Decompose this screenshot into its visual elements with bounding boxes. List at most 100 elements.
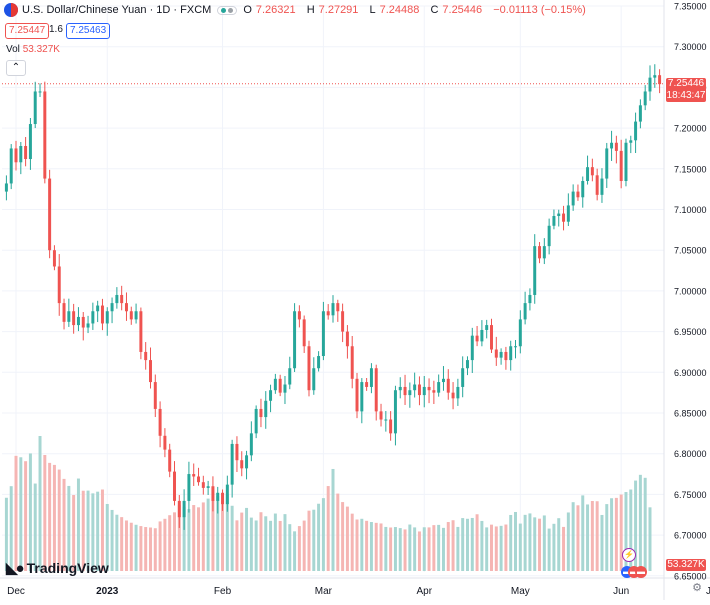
status-dots-icon[interactable]	[217, 5, 238, 15]
candle-body	[389, 419, 393, 434]
candle-body	[557, 213, 561, 217]
volume-bar	[124, 520, 128, 571]
volume-bar	[610, 498, 614, 571]
candle-body	[509, 346, 513, 361]
price-badge-value: 7.25446	[667, 78, 705, 89]
y-tick-label: 7.15000	[674, 164, 707, 174]
candle-body	[605, 148, 609, 179]
candle-body	[533, 246, 537, 295]
buy-price-button[interactable]: 7.25463	[66, 23, 111, 39]
volume-bar	[153, 528, 157, 571]
volume-bar	[490, 524, 493, 571]
symbol-title[interactable]: U.S. Dollar/Chinese Yuan · 1D · FXCM	[22, 4, 212, 16]
volume-bar	[456, 526, 460, 571]
candle-body	[9, 148, 13, 184]
candle-body	[76, 316, 80, 326]
volume-bar	[100, 489, 104, 571]
volume-bar	[76, 478, 80, 571]
close-value: 7.25446	[442, 4, 483, 16]
candle-body	[153, 382, 157, 409]
candle-body	[163, 435, 167, 450]
volume-bar	[509, 514, 513, 571]
volume-bar	[14, 455, 18, 571]
volume-bar	[499, 525, 503, 571]
candle-body	[216, 492, 220, 501]
volume-bar	[634, 480, 638, 571]
volume-bar	[259, 512, 263, 571]
candle-body	[201, 482, 205, 488]
volume-bar	[67, 485, 71, 571]
volume-bar	[480, 520, 484, 571]
candle-body	[269, 390, 273, 401]
candle-body	[225, 484, 229, 505]
candle-body	[33, 91, 37, 125]
chart-header: U.S. Dollar/Chinese Yuan · 1D · FXCM O 7.…	[0, 0, 590, 20]
volume-bar	[240, 512, 244, 571]
candle-body	[566, 205, 570, 222]
volume-bar	[110, 509, 114, 571]
sell-price-button[interactable]: 7.25447	[5, 23, 50, 39]
lightning-icon[interactable]: ⚡	[622, 548, 636, 562]
candle-body	[197, 476, 201, 483]
y-tick-label: 7.05000	[674, 246, 707, 256]
candle-body	[461, 368, 465, 387]
volume-bar	[605, 504, 609, 571]
volume-bar	[168, 515, 172, 571]
volume-bar	[581, 495, 585, 571]
candle-body	[437, 382, 441, 393]
candle-body	[105, 311, 109, 324]
candle-body	[331, 303, 335, 316]
candle-body	[576, 191, 580, 198]
volume-bar	[427, 527, 431, 571]
candle-body	[312, 368, 316, 391]
candle-body	[600, 178, 604, 195]
candle-body	[302, 319, 306, 347]
x-tick-label: May	[511, 586, 530, 597]
volume-bar	[571, 502, 575, 571]
volume-bar	[81, 490, 85, 571]
volume-bar	[206, 498, 210, 571]
open-value: 7.26321	[255, 4, 296, 16]
candle-body	[43, 91, 47, 179]
volume-bar	[648, 507, 652, 571]
volume-bar	[365, 520, 369, 571]
volume-bar	[144, 527, 148, 571]
volume-bar	[446, 522, 450, 571]
candle-body	[624, 142, 628, 182]
event-flag-icon[interactable]: ▬	[635, 566, 647, 578]
candle-body	[211, 486, 215, 501]
candle-body	[57, 266, 61, 304]
volume-bar	[288, 524, 292, 571]
volume-bar	[24, 461, 28, 571]
volume-bar	[355, 519, 359, 571]
candle-body	[365, 382, 369, 387]
candle-body	[629, 140, 633, 143]
candle-body	[538, 246, 542, 259]
volume-bar	[134, 524, 138, 571]
candle-body	[446, 378, 450, 393]
volume-bar	[211, 499, 215, 571]
candle-body	[369, 368, 373, 387]
volume-bar	[398, 528, 402, 571]
volume-bar	[307, 510, 311, 571]
volume-bar	[297, 526, 301, 571]
volume-bar	[225, 494, 229, 571]
volume-bar	[105, 503, 109, 571]
volume-bar	[86, 490, 90, 571]
collapse-chevron-icon[interactable]: ⌃	[6, 60, 26, 76]
volume-bar	[283, 514, 287, 571]
volume-bar	[629, 489, 633, 571]
tradingview-logo[interactable]: ◣● TradingView	[6, 559, 109, 577]
volume-bar	[192, 505, 196, 571]
candle-body	[590, 167, 594, 176]
x-tick-label: Jun	[613, 586, 629, 597]
candle-body	[24, 146, 28, 160]
open-label: O	[243, 4, 252, 16]
volume-bar	[254, 520, 258, 571]
settings-gear-icon[interactable]: ⚙	[692, 582, 702, 594]
candle-body	[638, 105, 642, 122]
volume-bar	[379, 523, 383, 571]
volume-bar	[374, 522, 378, 571]
